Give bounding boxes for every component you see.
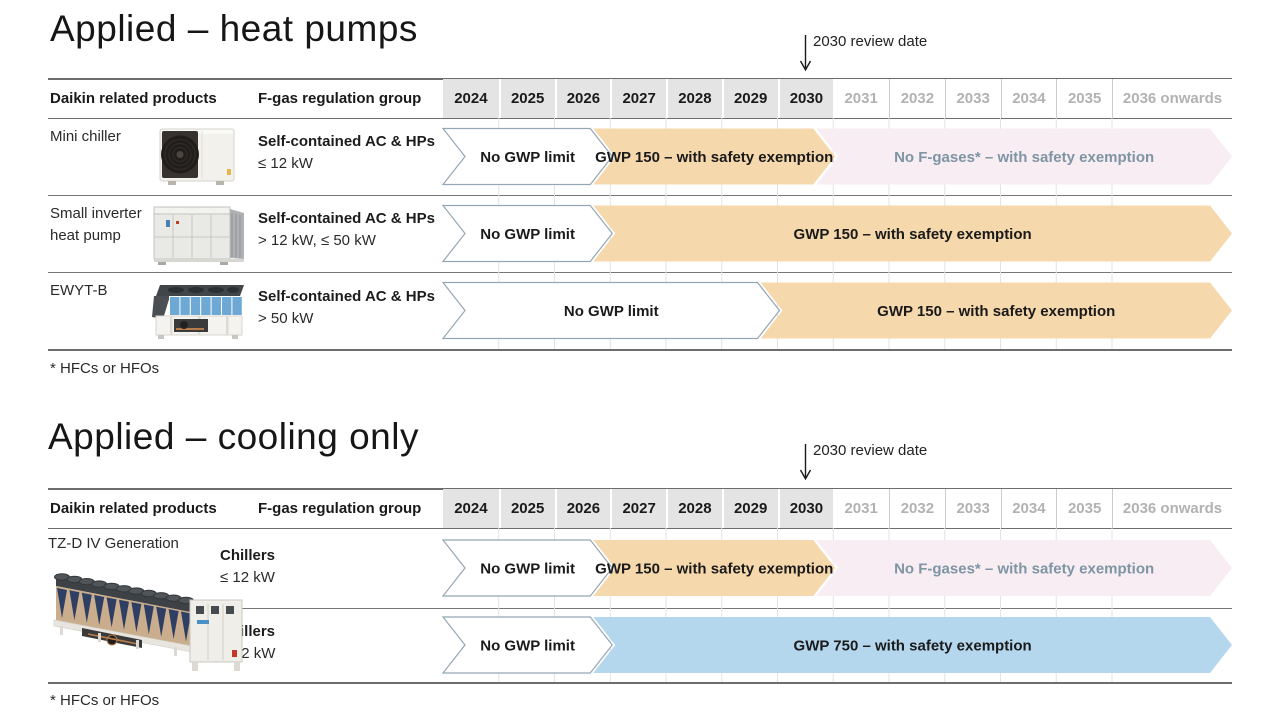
phase-label: GWP 150 – with safety exemption <box>595 561 833 578</box>
year-header-2031: 2031 <box>833 79 889 118</box>
phase-arrow-orange: GWP 150 – with safety exemption <box>593 128 836 185</box>
year-header-2029: 2029 <box>721 79 778 118</box>
row-divider <box>218 608 1232 609</box>
year-header-2034: 2034 <box>1000 79 1057 118</box>
phase-arrow-outline: No GWP limit <box>441 281 781 340</box>
regulation-group-title: Chillers <box>220 547 276 564</box>
product-name: TZ-D IV Generation <box>48 535 179 552</box>
footnote-hfc-hfo: * HFCs or HFOs <box>50 360 160 377</box>
review-date-label: 2030 review date <box>813 442 928 459</box>
section-title-cooling-only: Applied – cooling only <box>48 416 419 457</box>
year-header-2036-onwards: 2036 onwards <box>1112 489 1232 528</box>
column-header-group: F-gas regulation group <box>258 90 422 107</box>
year-header-2025: 2025 <box>498 79 555 118</box>
regulation-group-capacity: > 12 kW, ≤ 50 kW <box>258 232 376 249</box>
phase-label: GWP 750 – with safety exemption <box>794 638 1032 655</box>
product-name: Mini chiller <box>50 128 121 145</box>
year-header-2033: 2033 <box>944 489 1001 528</box>
header-bottom-border <box>48 527 1232 529</box>
year-header-2028: 2028 <box>666 79 722 118</box>
down-arrow-icon <box>799 35 812 72</box>
phase-arrow-orange: GWP 150 – with safety exemption <box>593 205 1232 262</box>
phase-arrow-outline: No GWP limit <box>441 616 614 674</box>
table-bottom-border <box>48 682 1232 684</box>
year-header-2031: 2031 <box>833 489 889 528</box>
mini-chiller-image <box>159 128 235 185</box>
regulation-group-capacity: ≤ 12 kW <box>220 569 275 586</box>
year-header-2030: 2030 <box>777 489 834 528</box>
tzd-iv-generation-chiller-image <box>53 573 243 671</box>
product-name: EWYT-B <box>50 282 108 299</box>
phase-label: No GWP limit <box>480 638 575 655</box>
phase-label: No GWP limit <box>564 303 659 320</box>
phase-label: GWP 150 – with safety exemption <box>595 149 833 166</box>
year-header-2032: 2032 <box>889 489 945 528</box>
down-arrow-icon <box>799 444 812 481</box>
review-date-label: 2030 review date <box>813 33 928 50</box>
footnote-hfc-hfo: * HFCs or HFOs <box>50 692 160 709</box>
table-top-border <box>48 78 1232 80</box>
column-header-group: F-gas regulation group <box>258 500 422 517</box>
phase-label: No GWP limit <box>480 561 575 578</box>
year-header-2029: 2029 <box>721 489 778 528</box>
column-header-products: Daikin related products <box>50 500 217 517</box>
year-header-2033: 2033 <box>944 79 1001 118</box>
phase-arrow-outline: No GWP limit <box>441 127 614 186</box>
year-header-2026: 2026 <box>554 489 611 528</box>
phase-label: No F-gases* – with safety exemption <box>894 149 1154 166</box>
phase-arrow-pink: No F-gases* – with safety exemption <box>816 540 1232 596</box>
regulation-group-capacity: ≤ 12 kW <box>258 155 313 172</box>
section-title-heat-pumps: Applied – heat pumps <box>50 8 418 49</box>
timeline-body: No GWP limit GWP 150 – with safety exempt… <box>441 528 1232 682</box>
regulation-group-title: Self-contained AC & HPs <box>258 133 435 150</box>
phase-label: No GWP limit <box>480 226 575 243</box>
year-header-2024: 2024 <box>443 489 499 528</box>
phase-arrow-outline: No GWP limit <box>441 204 614 263</box>
year-header-2035: 2035 <box>1056 489 1112 528</box>
year-header-2027: 2027 <box>610 79 666 118</box>
row-divider <box>48 272 1232 273</box>
phase-arrow-pink: No F-gases* – with safety exemption <box>816 128 1232 185</box>
year-header-2027: 2027 <box>610 489 666 528</box>
year-header-2035: 2035 <box>1056 79 1112 118</box>
year-header-2026: 2026 <box>554 79 611 118</box>
product-name: Small inverter heat pump <box>50 205 142 244</box>
regulation-group-title: Self-contained AC & HPs <box>258 288 435 305</box>
phase-arrow-orange: GWP 150 – with safety exemption <box>593 540 836 596</box>
phase-arrow-outline: No GWP limit <box>441 539 614 597</box>
v-coil-row <box>57 588 191 642</box>
table-bottom-border <box>48 349 1232 351</box>
table-top-border <box>48 488 1232 490</box>
timeline-body: No GWP limit GWP 150 – with safety exempt… <box>441 118 1232 349</box>
phase-label: GWP 150 – with safety exemption <box>877 303 1115 320</box>
year-header-2028: 2028 <box>666 489 722 528</box>
year-header-2030: 2030 <box>777 79 834 118</box>
year-header-2034: 2034 <box>1000 489 1057 528</box>
year-header-2024: 2024 <box>443 79 499 118</box>
phase-arrow-orange: GWP 150 – with safety exemption <box>760 282 1232 339</box>
year-header-2036-onwards: 2036 onwards <box>1112 79 1232 118</box>
ewyt-b-chiller-image <box>152 285 244 339</box>
phase-label: No F-gases* – with safety exemption <box>894 561 1154 578</box>
phase-label: No GWP limit <box>480 149 575 166</box>
header-bottom-border <box>48 117 1232 119</box>
regulation-group-title: Self-contained AC & HPs <box>258 210 435 227</box>
small-inverter-heat-pump-image <box>153 206 244 265</box>
regulation-group-capacity: > 50 kW <box>258 310 314 327</box>
year-header-2025: 2025 <box>498 489 555 528</box>
phase-label: GWP 150 – with safety exemption <box>794 226 1032 243</box>
fan-row <box>54 573 194 605</box>
year-header-2032: 2032 <box>889 79 945 118</box>
row-divider <box>48 195 1232 196</box>
column-header-products: Daikin related products <box>50 90 217 107</box>
phase-arrow-blue: GWP 750 – with safety exemption <box>593 617 1232 673</box>
